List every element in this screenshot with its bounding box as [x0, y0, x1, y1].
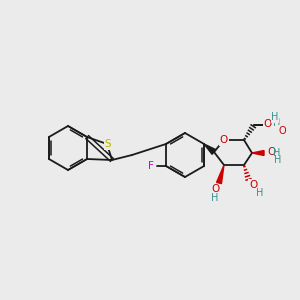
Polygon shape: [204, 144, 216, 154]
Text: H: H: [273, 118, 281, 128]
Text: O: O: [220, 135, 228, 145]
Text: H: H: [211, 193, 219, 203]
Text: O: O: [278, 126, 286, 136]
Text: H: H: [256, 188, 264, 198]
Text: S: S: [105, 139, 111, 149]
Text: H: H: [274, 155, 282, 165]
Text: H: H: [271, 112, 279, 122]
Text: O: O: [264, 119, 272, 129]
Text: H: H: [273, 148, 281, 158]
Text: O: O: [212, 184, 220, 194]
Text: F: F: [148, 161, 154, 171]
Polygon shape: [252, 151, 264, 155]
Text: O: O: [267, 147, 275, 157]
Polygon shape: [217, 165, 224, 184]
Text: O: O: [249, 180, 257, 190]
